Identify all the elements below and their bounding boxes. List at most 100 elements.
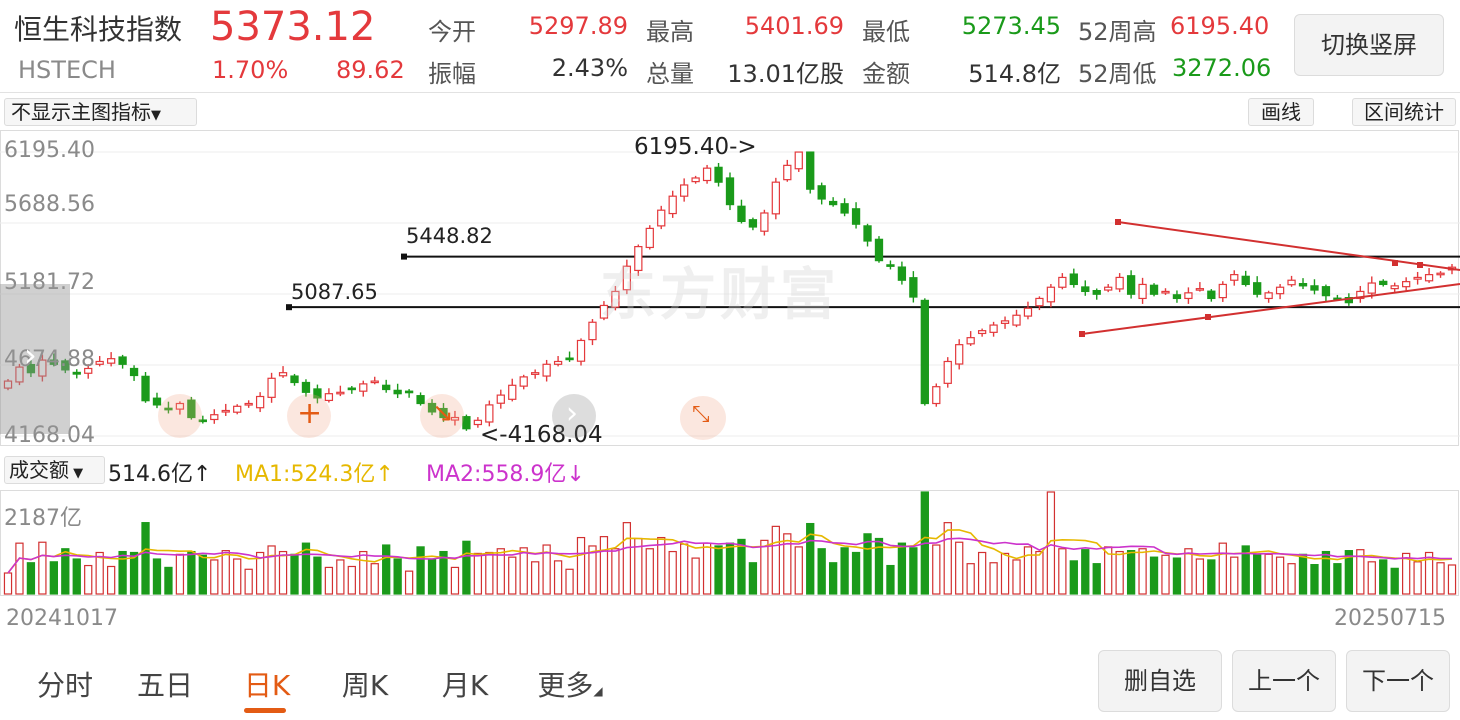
volume-bar (909, 547, 918, 595)
candle-body (118, 356, 127, 365)
next-button[interactable]: 下一个 (1346, 650, 1450, 712)
volume-bar (26, 562, 36, 595)
volume-bar (1138, 548, 1147, 595)
candle-body (129, 367, 139, 377)
stat-label-amplitude: 振幅 (428, 60, 476, 88)
candle-body (1149, 284, 1159, 295)
candle-body (255, 395, 265, 409)
stat-label-low: 最低 (862, 18, 910, 46)
candle-body (668, 195, 677, 215)
tab-monthly-k[interactable]: 月K (441, 669, 489, 702)
switch-portrait-button[interactable]: 切换竖屏 (1294, 14, 1444, 76)
volume-bar (955, 541, 964, 595)
high52-value: 6195.40 (1170, 12, 1270, 40)
candle-body (1367, 282, 1376, 294)
volume-bar (1081, 549, 1090, 595)
volume-bar (1356, 549, 1365, 595)
tab-more[interactable]: 更多◢ (537, 669, 603, 702)
event-marker[interactable] (158, 394, 202, 438)
candle-body (1402, 281, 1411, 288)
candle-body (1000, 320, 1010, 324)
volume-bar (496, 548, 505, 595)
pan-right-button[interactable]: › (552, 394, 596, 438)
candle-body (714, 166, 723, 183)
volume-bar (462, 540, 471, 595)
previous-button[interactable]: 上一个 (1232, 650, 1336, 712)
volume-ma2: MA2:558.9亿↓ (426, 462, 585, 487)
volume-bar (118, 550, 127, 595)
tab-intraday[interactable]: 分时 (36, 669, 93, 702)
candle-body (783, 164, 792, 181)
draw-line-button[interactable]: 画线 (1248, 98, 1314, 126)
volume-bar (1126, 550, 1136, 595)
stat-label-high: 最高 (646, 18, 694, 46)
ma1-line (7, 529, 1453, 574)
scroll-left-handle[interactable]: › (0, 284, 70, 434)
volume-bar (221, 550, 230, 595)
volume-bar (72, 558, 81, 595)
volume-bar (840, 547, 849, 595)
stat-value-open: 5297.89 (528, 12, 628, 40)
candle-body (496, 394, 505, 404)
volume-bar (588, 545, 597, 595)
stat-label-volume: 总量 (646, 60, 694, 88)
main-indicator-select[interactable]: 不显示主图指标▼ (4, 98, 197, 126)
remove-watchlist-button[interactable]: 删自选 (1098, 650, 1222, 712)
volume-bar (794, 546, 803, 595)
volume-bar (359, 550, 368, 595)
candle-body (680, 184, 689, 197)
candle-body (462, 416, 471, 430)
candle-body (175, 402, 185, 410)
volume-bar (1023, 546, 1033, 595)
hline-anchor (401, 253, 407, 260)
candle-body (26, 363, 36, 374)
range-stats-button[interactable]: 区间统计 (1352, 98, 1456, 126)
volume-current: 514.6亿↑ (108, 462, 212, 487)
tab-five-day[interactable]: 五日 (136, 669, 193, 702)
volume-bar (863, 533, 872, 595)
y-axis-label: 4674.88 (4, 347, 95, 372)
candle-body (897, 266, 907, 281)
volume-bar (932, 544, 941, 595)
volume-bar (301, 542, 311, 595)
y-axis-label: 5688.56 (4, 192, 95, 217)
volume-bar (1264, 553, 1273, 595)
volume-chart-frame[interactable] (0, 490, 1459, 596)
candle-body (1195, 288, 1205, 291)
event-marker[interactable]: ⤡ (680, 396, 726, 440)
volume-indicator-select[interactable]: 成交额 ▼ (4, 456, 105, 484)
candle-body (290, 375, 299, 384)
corner-triangle-icon: ◢ (593, 684, 603, 698)
candle-body (1115, 276, 1124, 290)
volume-bar (1413, 561, 1422, 595)
trendline-anchor (1079, 331, 1085, 337)
candle-body (1298, 282, 1308, 287)
y-axis-label: 4168.04 (4, 423, 95, 448)
volume-bar (680, 543, 689, 595)
candle-body (450, 416, 460, 421)
tab-daily-k[interactable]: 日K (243, 669, 291, 702)
tab-weekly-k[interactable]: 周K (341, 669, 389, 702)
candle-body (1184, 292, 1193, 300)
volume-bar (645, 548, 654, 595)
event-marker[interactable]: ↘ (420, 394, 464, 438)
candle-body (427, 402, 437, 413)
candle-body (1023, 307, 1033, 317)
candle-body (806, 151, 815, 190)
volume-bar (439, 550, 448, 595)
candle-body (72, 371, 81, 375)
candle-body (634, 246, 643, 272)
volume-bar (1207, 559, 1216, 595)
main-chart-frame[interactable] (0, 130, 1459, 446)
volume-bar (760, 539, 769, 595)
chevron-down-icon: ▼ (151, 108, 161, 123)
event-marker[interactable]: + (287, 394, 331, 438)
candle-body (1379, 280, 1388, 286)
volume-bar (1424, 551, 1434, 595)
candle-body (1321, 286, 1331, 297)
stat-value-volume: 13.01亿股 (727, 60, 844, 88)
chevron-right-icon: › (566, 396, 578, 431)
candle-body (1046, 286, 1056, 303)
volume-bar (1287, 563, 1296, 595)
volume-bar (691, 557, 700, 595)
